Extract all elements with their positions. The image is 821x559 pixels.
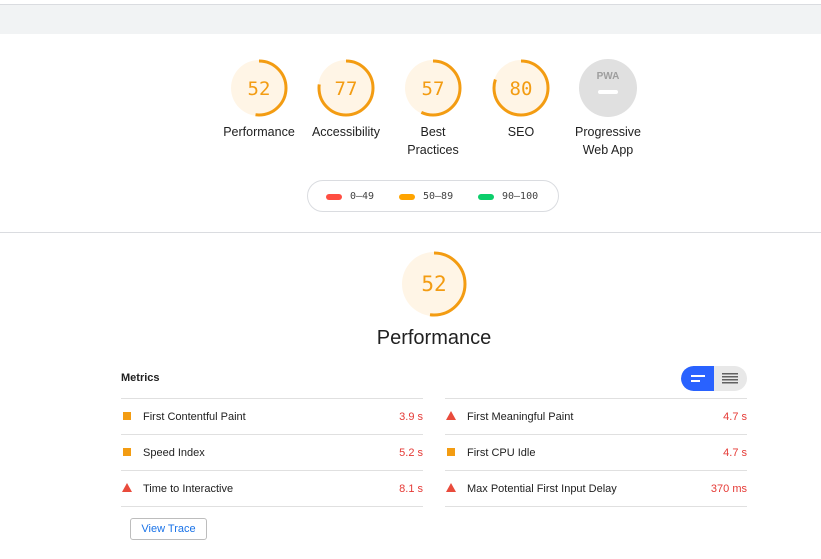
orange-square-icon	[447, 448, 455, 456]
legend-fail-swatch	[326, 193, 342, 200]
category-best-practices[interactable]: 57 Best Practices	[388, 58, 478, 159]
legend-average: 50–89	[399, 191, 453, 202]
metric-name: First Meaningful Paint	[467, 411, 574, 423]
metric-name: Time to Interactive	[143, 483, 234, 495]
red-triangle-icon	[446, 411, 456, 420]
metric-value: 4.7 s	[723, 411, 747, 423]
metric-name: Max Potential First Input Delay	[467, 483, 617, 495]
legend-pass-range: 90–100	[502, 191, 539, 202]
red-triangle-icon	[122, 483, 132, 492]
category-accessibility[interactable]: 77 Accessibility	[301, 58, 391, 141]
section-divider	[0, 232, 821, 233]
metric-name: First CPU Idle	[467, 447, 536, 459]
category-performance[interactable]: 52 Performance	[214, 58, 304, 141]
pwa-badge-icon: PWA	[579, 59, 637, 117]
metric-value: 370 ms	[710, 483, 747, 495]
legend-fail: 0–49	[326, 191, 374, 202]
legend-pass: 90–100	[478, 191, 538, 202]
red-triangle-icon	[446, 483, 456, 492]
metric-value: 8.1 s	[399, 483, 423, 495]
metrics-column-left: First Contentful Paint 3.9 s Speed Index…	[121, 398, 423, 507]
category-seo[interactable]: 80 SEO	[476, 58, 566, 141]
metric-row: First CPU Idle 4.7 s	[445, 434, 747, 470]
metrics-view-toggle[interactable]	[681, 366, 747, 391]
metric-row: Max Potential First Input Delay 370 ms	[445, 470, 747, 507]
best-practices-label: Best Practices	[407, 125, 459, 157]
metric-row: Speed Index 5.2 s	[121, 434, 423, 470]
compact-list-icon	[691, 375, 705, 382]
performance-gauge: 52	[230, 59, 288, 117]
accessibility-score: 77	[335, 78, 358, 100]
orange-square-icon	[123, 412, 131, 420]
legend-pass-swatch	[478, 193, 494, 200]
performance-main-score: 52	[421, 272, 446, 296]
orange-square-icon	[123, 448, 131, 456]
metric-row: First Meaningful Paint 4.7 s	[445, 398, 747, 434]
pwa-label: Progressive Web App	[575, 125, 641, 157]
performance-title: Performance	[376, 327, 492, 349]
svg-text:PWA: PWA	[597, 71, 620, 82]
browser-toolbar	[0, 4, 821, 34]
metrics-column-right: First Meaningful Paint 4.7 s First CPU I…	[445, 398, 747, 507]
metric-row: First Contentful Paint 3.9 s	[121, 398, 423, 434]
expanded-view-button[interactable]	[714, 366, 747, 391]
metric-row: Time to Interactive 8.1 s	[121, 470, 423, 507]
score-legend: 0–49 50–89 90–100	[307, 180, 559, 212]
metric-value: 4.7 s	[723, 447, 747, 459]
metric-value: 3.9 s	[399, 411, 423, 423]
accessibility-label: Accessibility	[311, 125, 381, 139]
metric-name: First Contentful Paint	[143, 411, 246, 423]
best-practices-score: 57	[422, 78, 445, 100]
metric-value: 5.2 s	[399, 447, 423, 459]
legend-average-swatch	[399, 193, 415, 200]
accessibility-gauge: 77	[317, 59, 375, 117]
seo-score: 80	[510, 78, 533, 100]
best-practices-gauge: 57	[404, 59, 462, 117]
seo-gauge: 80	[492, 59, 550, 117]
category-pwa[interactable]: PWA Progressive Web App	[563, 58, 653, 159]
category-scores: 52 Performance 77 Accessibility 57 Best …	[0, 58, 821, 168]
performance-score: 52	[248, 78, 271, 100]
seo-label: SEO	[507, 125, 535, 139]
expanded-list-icon	[722, 373, 738, 384]
legend-fail-range: 0–49	[350, 191, 375, 202]
compact-view-button[interactable]	[681, 366, 714, 391]
legend-average-range: 50–89	[423, 191, 454, 202]
performance-main-gauge: 52	[401, 251, 467, 317]
view-trace-button[interactable]: View Trace	[130, 518, 207, 540]
metrics-heading: Metrics	[121, 372, 160, 384]
metric-name: Speed Index	[143, 447, 205, 459]
performance-label: Performance	[223, 125, 295, 139]
